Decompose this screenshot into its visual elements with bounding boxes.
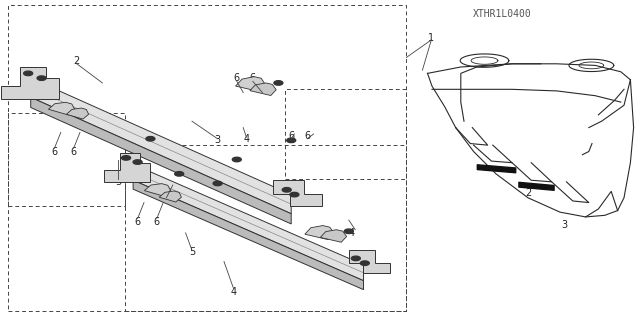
Polygon shape [67,108,88,119]
Circle shape [274,81,283,85]
Polygon shape [1,67,59,99]
Polygon shape [236,77,265,92]
Text: 5: 5 [115,177,122,187]
Circle shape [175,172,184,176]
Polygon shape [49,102,75,115]
Polygon shape [133,180,364,290]
Circle shape [213,181,222,186]
Text: 2: 2 [74,56,80,66]
Text: 4: 4 [230,287,237,297]
Circle shape [24,71,33,76]
Polygon shape [273,180,322,206]
Text: 4: 4 [349,228,355,238]
Text: 6: 6 [288,130,294,141]
Circle shape [146,137,155,141]
Circle shape [290,192,299,197]
Polygon shape [31,78,291,214]
Text: 6: 6 [134,217,141,227]
Text: 4: 4 [163,196,170,206]
Circle shape [122,156,131,160]
Polygon shape [133,164,364,281]
Polygon shape [104,153,150,182]
Circle shape [351,256,360,261]
Text: 6: 6 [51,146,58,157]
Text: 6: 6 [304,130,310,141]
Text: 6: 6 [234,73,240,83]
Text: 6: 6 [70,146,77,157]
Text: 6: 6 [250,73,256,83]
Text: 4: 4 [243,134,250,144]
Circle shape [344,229,353,234]
Polygon shape [250,83,276,95]
Circle shape [37,76,46,80]
Polygon shape [145,184,171,196]
Polygon shape [321,230,347,242]
Circle shape [287,138,296,143]
Text: 6: 6 [154,217,160,227]
Text: 1: 1 [428,33,435,43]
Polygon shape [349,250,390,273]
Polygon shape [31,97,291,224]
Polygon shape [305,226,334,240]
Circle shape [282,188,291,192]
Text: 3: 3 [561,220,568,230]
Text: 5: 5 [189,247,195,257]
Text: 2: 2 [525,188,531,198]
Text: XTHR1L0400: XTHR1L0400 [473,9,532,19]
Text: 3: 3 [214,135,221,145]
Polygon shape [159,191,181,202]
Circle shape [133,160,142,164]
Circle shape [360,261,369,265]
Circle shape [232,157,241,162]
